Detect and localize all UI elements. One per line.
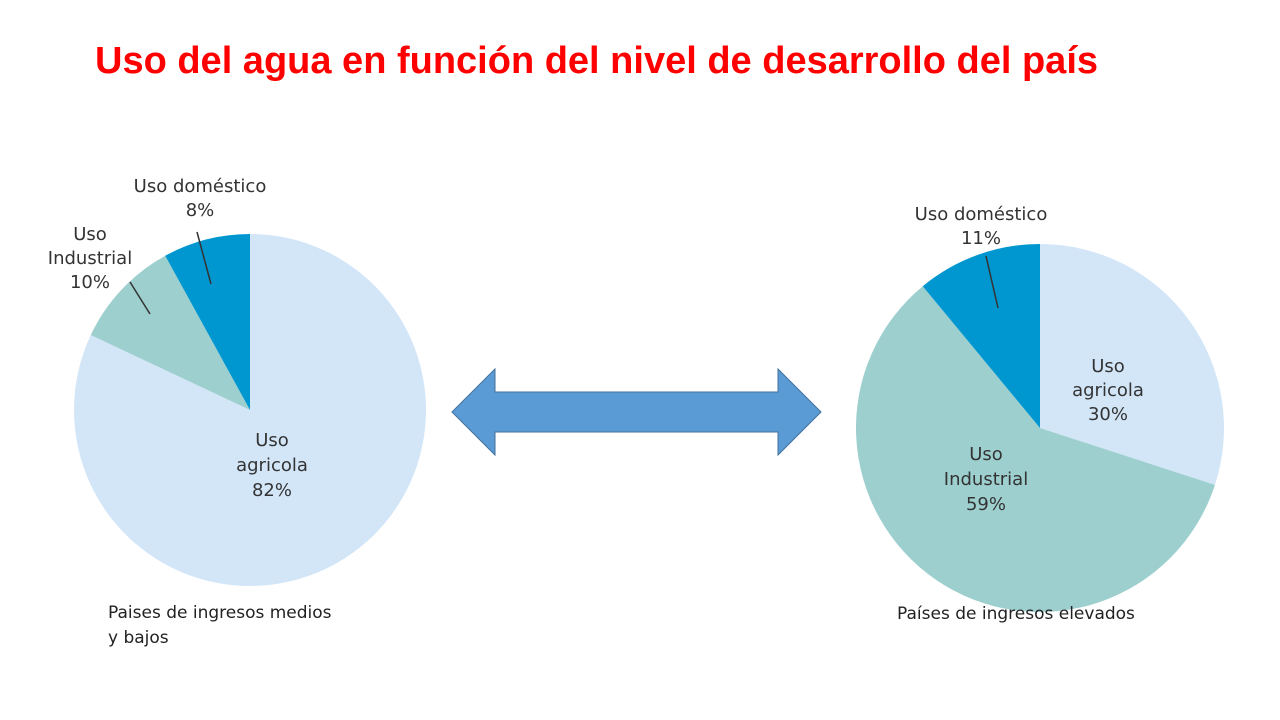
pie-chart-high-income: Uso agricola 30% Uso Industrial 59% Uso domést… xyxy=(855,204,1224,624)
pie-slice xyxy=(90,255,250,410)
leader-line xyxy=(129,281,151,315)
slice-label: Uso doméstico 8% xyxy=(134,176,267,221)
pie-slice xyxy=(922,244,1040,428)
pie-slice xyxy=(73,234,426,586)
leader-line xyxy=(985,255,999,309)
double-arrow-icon xyxy=(451,367,822,457)
pie-slice xyxy=(855,286,1215,613)
slice-label: Uso agricola 30% xyxy=(1072,356,1144,425)
slice-label: Uso Industrial 10% xyxy=(48,224,132,293)
slice-label: Uso Industrial 59% xyxy=(944,444,1028,515)
slide-title: Uso del agua en función del nivel de des… xyxy=(95,40,1099,82)
slice-label: Uso agricola 82% xyxy=(236,430,308,501)
pie-slice xyxy=(1040,244,1224,485)
pie-slice xyxy=(165,234,250,410)
leader-line xyxy=(196,231,212,285)
pie-caption: Paises de ingresos medios y bajos xyxy=(108,603,332,648)
pie-caption: Países de ingresos elevados xyxy=(897,604,1135,624)
pie-chart-low-income: Uso agricola 82% Uso Industrial 10%Uso domést… xyxy=(48,176,426,648)
slice-label: Uso doméstico 11% xyxy=(915,204,1048,249)
